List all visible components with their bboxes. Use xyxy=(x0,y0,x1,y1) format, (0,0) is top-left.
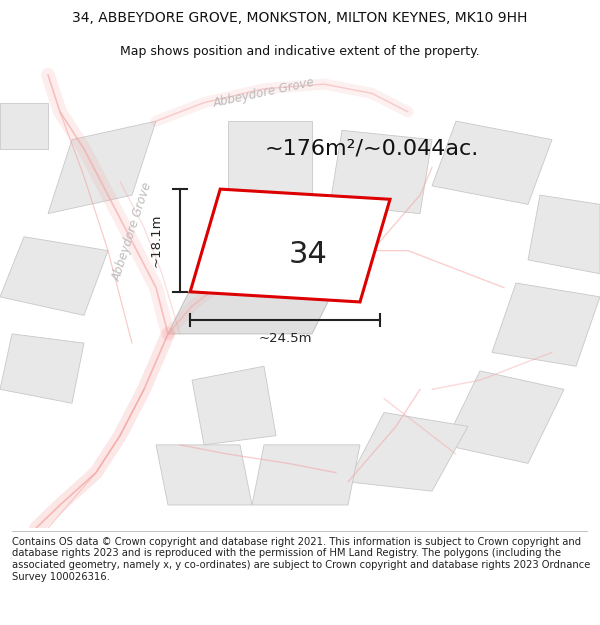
Text: Contains OS data © Crown copyright and database right 2021. This information is : Contains OS data © Crown copyright and d… xyxy=(12,537,590,582)
Polygon shape xyxy=(48,121,156,214)
Text: ~18.1m: ~18.1m xyxy=(149,214,163,268)
Text: 34: 34 xyxy=(289,240,328,269)
Text: Abbeydore Grove: Abbeydore Grove xyxy=(212,76,316,111)
Polygon shape xyxy=(348,412,468,491)
Polygon shape xyxy=(252,445,360,505)
Polygon shape xyxy=(228,121,312,195)
Polygon shape xyxy=(444,371,564,463)
Polygon shape xyxy=(492,283,600,366)
Text: 34, ABBEYDORE GROVE, MONKSTON, MILTON KEYNES, MK10 9HH: 34, ABBEYDORE GROVE, MONKSTON, MILTON KE… xyxy=(73,11,527,26)
Text: ~176m²/~0.044ac.: ~176m²/~0.044ac. xyxy=(265,139,479,159)
Polygon shape xyxy=(0,102,48,149)
Text: Abbeydore Grove: Abbeydore Grove xyxy=(110,181,154,283)
Polygon shape xyxy=(156,445,252,505)
Polygon shape xyxy=(192,366,276,445)
Polygon shape xyxy=(528,195,600,274)
Polygon shape xyxy=(0,237,108,316)
Polygon shape xyxy=(0,334,84,403)
Polygon shape xyxy=(432,121,552,204)
Polygon shape xyxy=(168,214,372,334)
Text: ~24.5m: ~24.5m xyxy=(258,332,312,345)
Polygon shape xyxy=(190,189,390,302)
Polygon shape xyxy=(330,131,432,214)
Text: Map shows position and indicative extent of the property.: Map shows position and indicative extent… xyxy=(120,45,480,58)
